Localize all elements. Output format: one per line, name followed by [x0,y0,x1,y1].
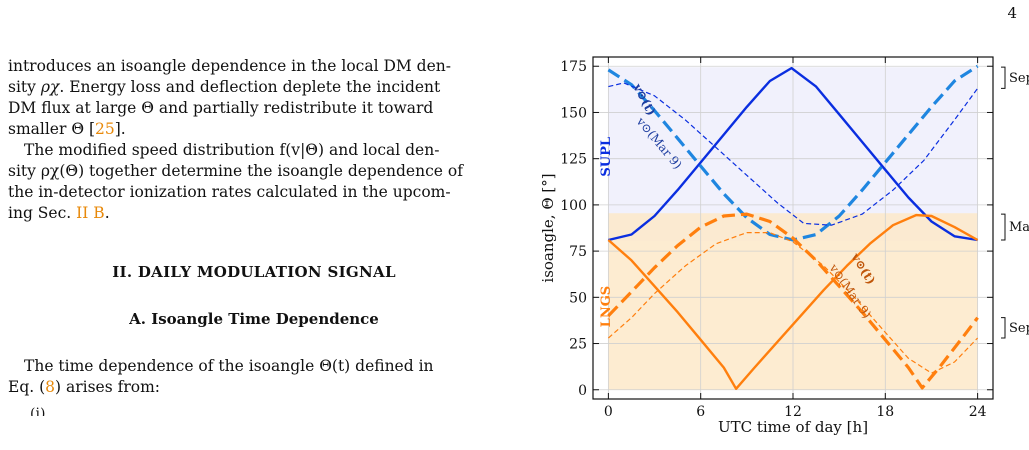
sep9-bottom-label: Sep 9 [1009,321,1029,336]
y-tick-label: 100 [560,198,587,214]
y-tick-label: 175 [560,59,587,75]
paragraph-line: introduces an isoangle dependence in the… [8,57,451,75]
y-axis-label: isoangle, Θ [°] [539,173,557,282]
equation-link[interactable]: 8 [45,378,56,396]
band-label-supl: SUPL [599,137,614,177]
symbol: ρχ [40,78,60,96]
sep9-top-bracket [1001,66,1006,89]
x-tick-label: 0 [604,404,613,420]
paragraph-line: smaller Θ [25]. [8,120,126,138]
x-tick-label: 24 [969,404,987,420]
mar9-bracket [1001,213,1006,241]
band-label-lngs: LNGS [599,286,614,328]
x-tick-label: 12 [784,404,802,420]
cut-off-line: (i) [30,406,46,416]
paragraph-line: the in-detector ionization rates calcula… [8,183,451,201]
series-supl-solid [608,66,978,242]
paragraph-line: sity ρχ. Energy loss and deflection depl… [8,78,441,96]
x-tick-label: 18 [876,404,894,420]
subsection-heading: A. Isoangle Time Dependence [129,310,379,328]
y-tick-label: 50 [569,290,587,306]
paragraph-line: The modified speed distribution f(v|Θ) a… [24,141,440,159]
sep9-bottom-bracket [1001,317,1006,339]
mar9-label: Mar 9 [1009,220,1029,235]
sep9-top-label: Sep 9 [1009,71,1029,86]
paragraph-line: Eq. (8) arises from: [8,378,161,396]
series-lngs-solid [607,213,979,390]
paragraph-line: sity ρχ(Θ) together determine the isoang… [8,162,463,180]
y-tick-label: 75 [569,244,587,260]
x-axis-label: UTC time of day [h] [718,418,868,436]
section-link[interactable]: II B [76,204,105,222]
y-tick-label: 125 [560,152,587,168]
section-heading: II. DAILY MODULATION SIGNAL [112,263,396,281]
paragraph-line: ing Sec. II B. [8,204,110,222]
y-tick-label: 25 [569,337,587,353]
x-tick-label: 6 [696,404,705,420]
series-lngs-thin [608,232,979,374]
y-tick-label: 150 [560,105,587,121]
paragraph-line: DM flux at large Θ and partially redistr… [8,99,434,117]
paragraph-line: The time dependence of the isoangle Θ(t)… [24,357,434,375]
series-supl-thin [608,82,979,226]
citation-link[interactable]: 25 [95,120,115,138]
y-tick-label: 0 [578,383,587,399]
text-column: introduces an isoangle dependence in the… [8,56,500,416]
page-number: 4 [1007,4,1017,22]
